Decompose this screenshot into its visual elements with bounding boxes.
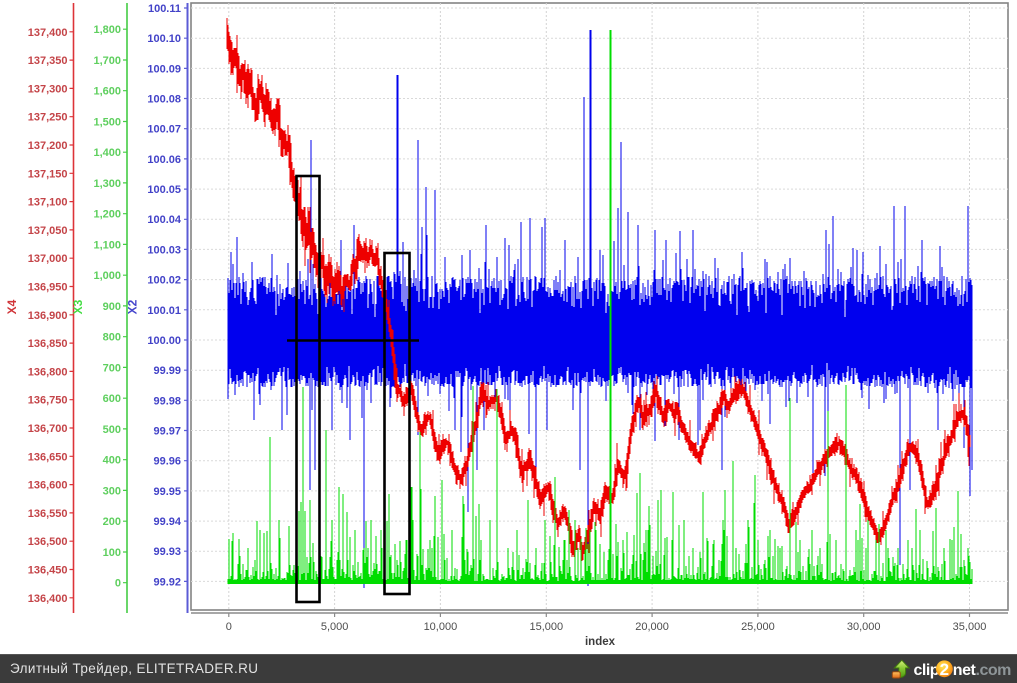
- svg-text:600: 600: [103, 393, 121, 405]
- svg-text:136,550: 136,550: [28, 508, 68, 520]
- svg-text:99.92: 99.92: [153, 576, 181, 588]
- svg-text:99.96: 99.96: [153, 456, 181, 468]
- svg-text:137,350: 137,350: [28, 55, 68, 67]
- svg-text:99.97: 99.97: [153, 426, 181, 438]
- svg-text:1,600: 1,600: [93, 86, 121, 98]
- svg-text:1,100: 1,100: [93, 239, 121, 251]
- svg-text:35,000: 35,000: [953, 621, 987, 633]
- svg-text:136,500: 136,500: [28, 536, 68, 548]
- svg-text:300: 300: [103, 485, 121, 497]
- svg-text:20,000: 20,000: [635, 621, 669, 633]
- svg-text:137,150: 137,150: [28, 168, 68, 180]
- svg-text:136,950: 136,950: [28, 282, 68, 294]
- svg-text:2: 2: [940, 660, 949, 679]
- svg-text:100: 100: [103, 547, 121, 559]
- svg-text:100.08: 100.08: [147, 94, 181, 106]
- svg-text:500: 500: [103, 424, 121, 436]
- svg-text:137,200: 137,200: [28, 140, 68, 152]
- svg-text:99.95: 99.95: [153, 486, 181, 498]
- svg-text:.com: .com: [976, 662, 1012, 679]
- svg-text:137,050: 137,050: [28, 225, 68, 237]
- svg-text:137,400: 137,400: [28, 27, 68, 39]
- svg-text:1,700: 1,700: [93, 55, 121, 67]
- svg-text:100.09: 100.09: [147, 63, 181, 75]
- svg-text:0: 0: [115, 578, 121, 590]
- svg-text:1,200: 1,200: [93, 209, 121, 221]
- svg-text:100.04: 100.04: [147, 214, 182, 226]
- svg-text:137,100: 137,100: [28, 197, 68, 209]
- svg-text:25,000: 25,000: [741, 621, 775, 633]
- svg-text:0: 0: [226, 621, 232, 633]
- svg-text:136,400: 136,400: [28, 593, 68, 605]
- svg-text:100.11: 100.11: [148, 3, 181, 15]
- svg-text:136,450: 136,450: [28, 565, 68, 577]
- svg-text:net: net: [953, 662, 977, 679]
- svg-text:137,000: 137,000: [28, 253, 68, 265]
- svg-text:1,500: 1,500: [93, 116, 121, 128]
- svg-text:99.98: 99.98: [153, 395, 181, 407]
- svg-text:30,000: 30,000: [847, 621, 881, 633]
- svg-text:1,800: 1,800: [93, 24, 121, 36]
- svg-text:700: 700: [103, 362, 121, 374]
- svg-text:100.00: 100.00: [147, 335, 181, 347]
- svg-text:137,250: 137,250: [28, 112, 68, 124]
- svg-text:1,300: 1,300: [93, 178, 121, 190]
- svg-text:137,300: 137,300: [28, 83, 68, 95]
- svg-text:100.01: 100.01: [147, 305, 181, 317]
- svg-text:100.10: 100.10: [147, 33, 181, 45]
- svg-text:100.05: 100.05: [147, 184, 181, 196]
- svg-text:136,600: 136,600: [28, 480, 68, 492]
- svg-text:200: 200: [103, 516, 121, 528]
- svg-text:index: index: [585, 636, 616, 648]
- svg-text:100.02: 100.02: [147, 275, 181, 287]
- svg-text:136,750: 136,750: [28, 395, 68, 407]
- svg-text:clip: clip: [914, 662, 940, 679]
- svg-text:900: 900: [103, 301, 121, 313]
- svg-text:5,000: 5,000: [321, 621, 349, 633]
- svg-text:100.03: 100.03: [147, 244, 181, 256]
- svg-text:800: 800: [103, 332, 121, 344]
- svg-text:X2: X2: [126, 299, 140, 314]
- svg-text:99.94: 99.94: [153, 516, 181, 528]
- svg-text:10,000: 10,000: [424, 621, 458, 633]
- svg-text:X3: X3: [71, 299, 85, 314]
- svg-text:136,800: 136,800: [28, 366, 68, 378]
- svg-text:99.93: 99.93: [153, 546, 181, 558]
- svg-text:136,700: 136,700: [28, 423, 68, 435]
- svg-text:15,000: 15,000: [529, 621, 563, 633]
- svg-text:1,000: 1,000: [93, 270, 121, 282]
- svg-text:99.99: 99.99: [153, 365, 181, 377]
- svg-text:100.06: 100.06: [147, 154, 181, 166]
- svg-text:1,400: 1,400: [93, 147, 121, 159]
- svg-text:136,650: 136,650: [28, 451, 68, 463]
- svg-text:100.07: 100.07: [147, 124, 181, 136]
- svg-text:136,850: 136,850: [28, 338, 68, 350]
- svg-text:400: 400: [103, 455, 121, 467]
- svg-text:X4: X4: [5, 299, 19, 314]
- svg-text:136,900: 136,900: [28, 310, 68, 322]
